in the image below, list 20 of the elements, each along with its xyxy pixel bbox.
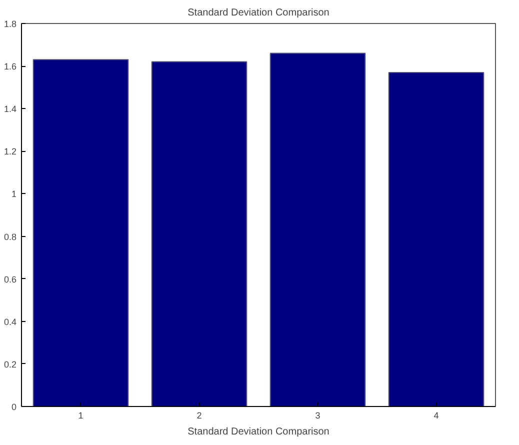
y-tick-label: 1.2 xyxy=(4,146,17,157)
x-axis-title: Standard Deviation Comparison xyxy=(188,426,330,438)
y-tick-label: 1.4 xyxy=(4,104,17,114)
y-tick-label: 1.6 xyxy=(4,62,17,72)
bar xyxy=(388,72,484,406)
bar xyxy=(32,59,129,406)
bar xyxy=(151,61,248,406)
chart-title: Standard Deviation Comparison xyxy=(188,8,330,18)
y-tick-label: 0.4 xyxy=(4,316,17,327)
y-tick-label: 0.6 xyxy=(4,274,17,284)
y-tick-label: 1 xyxy=(11,189,17,200)
y-tick-label: 1.8 xyxy=(4,19,17,29)
x-tick-label: 4 xyxy=(434,410,439,420)
x-tick-label: 3 xyxy=(315,410,320,420)
x-tick-label: 1 xyxy=(78,410,84,420)
bar xyxy=(270,52,366,406)
y-tick-label: 0.2 xyxy=(4,359,17,370)
x-tick-label: 2 xyxy=(196,410,202,420)
y-tick-label: 0 xyxy=(11,402,17,412)
y-tick-label: 0.8 xyxy=(4,232,17,242)
